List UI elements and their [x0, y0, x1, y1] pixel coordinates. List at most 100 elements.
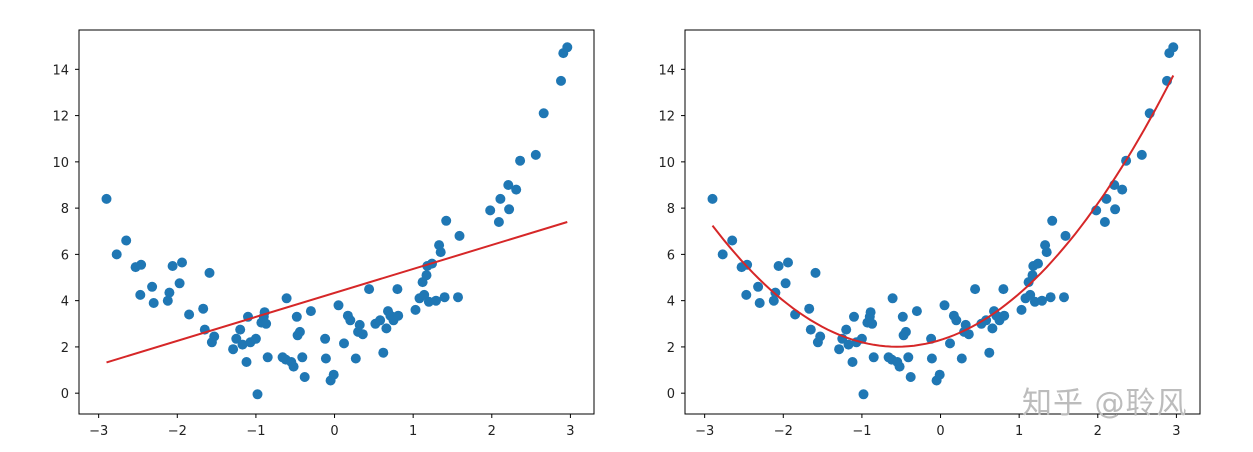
scatter-point [204, 267, 215, 278]
scatter-point [198, 303, 209, 314]
x-tick-label: −3 [89, 424, 108, 439]
scatter-point [970, 284, 981, 295]
scatter-point [148, 298, 159, 308]
y-tick-label: 8 [667, 202, 675, 217]
x-tick-label: −1 [852, 424, 871, 439]
scatter-point [320, 333, 331, 344]
scatter-point [111, 249, 122, 260]
scatter-point [511, 184, 522, 195]
y-tick-label: 4 [667, 295, 675, 310]
scatter-point [375, 315, 386, 326]
scatter-point [121, 235, 132, 246]
scatter-point [1033, 258, 1043, 269]
scatter-point [294, 326, 305, 337]
scatter-point [707, 193, 718, 204]
scatter-point [350, 353, 361, 364]
scatter-point [773, 261, 784, 271]
scatter-point [328, 369, 339, 380]
scatter-point [900, 326, 911, 337]
scatter-point [841, 324, 852, 335]
scatter-point [435, 247, 446, 258]
scatter-point [101, 193, 112, 204]
scatter-point [887, 293, 898, 304]
scatter-point [999, 310, 1010, 321]
scatter-point [1047, 215, 1058, 226]
scatter-point [868, 352, 879, 363]
scatter-point [1045, 292, 1056, 303]
y-tick-label: 12 [658, 110, 675, 125]
scatter-point [164, 287, 175, 298]
scatter-point [237, 339, 248, 350]
scatter-point [834, 344, 845, 355]
scatter-point [1117, 184, 1128, 195]
scatter-point [780, 278, 791, 289]
scatter-point [945, 338, 955, 349]
scatter-point [209, 331, 220, 342]
scatter-point [1037, 295, 1047, 306]
plot-frame [78, 29, 595, 415]
scatter-point [984, 347, 995, 358]
scatter-point [162, 295, 173, 306]
y-tick-label: 0 [61, 387, 69, 402]
x-tick-label: 3 [566, 424, 574, 439]
scatter-point [297, 352, 308, 363]
scatter-point [364, 284, 375, 295]
scatter-point [897, 311, 908, 322]
x-tick-label: −2 [168, 424, 187, 439]
scatter-point [250, 333, 261, 344]
x-tick-label: 1 [409, 424, 417, 439]
scatter-point [357, 329, 368, 340]
scatter-point [485, 205, 496, 216]
x-tick-label: −1 [246, 424, 265, 439]
scatter-point [320, 353, 331, 364]
scatter-point [167, 261, 178, 271]
scatter-point [754, 298, 765, 308]
scatter-point [235, 324, 246, 335]
scatter-point [228, 344, 239, 355]
scatter-point [858, 389, 869, 400]
scatter-point [345, 315, 356, 326]
y-tick-label: 10 [52, 156, 69, 171]
scatter-point [291, 311, 302, 322]
scatter-point [727, 235, 738, 246]
scatter-point [305, 306, 316, 317]
scatter-point [804, 303, 815, 314]
scatter-point [1110, 204, 1121, 215]
scatter-point [288, 361, 299, 372]
scatter-point [1060, 230, 1071, 241]
scatter-point [753, 281, 764, 292]
scatter-point [867, 318, 878, 329]
scatter-point [504, 204, 515, 215]
scatter-point [136, 259, 147, 270]
scatter-point [493, 217, 504, 227]
scatter-point [960, 319, 971, 330]
scatter-point [453, 292, 463, 303]
y-tick-label: 12 [52, 110, 69, 125]
scatter-point [421, 270, 432, 281]
scatter-point [281, 293, 292, 304]
scatter-point [849, 311, 859, 322]
scatter-point [333, 300, 344, 311]
scatter-point [174, 278, 185, 289]
plot-frame [684, 29, 1201, 415]
y-tick-label: 14 [658, 63, 675, 78]
scatter-point [1059, 292, 1069, 303]
scatter-point [865, 307, 876, 318]
scatter-point [252, 389, 263, 400]
scatter-point [515, 155, 526, 166]
scatter-point [894, 361, 905, 372]
y-tick-label: 2 [61, 341, 69, 356]
scatter-point [956, 353, 967, 364]
scatter-point [939, 300, 950, 311]
y-tick-label: 2 [667, 341, 675, 356]
scatter-point [135, 289, 146, 300]
scatter-point [815, 331, 826, 342]
scatter-point [903, 352, 914, 363]
scatter-point [392, 284, 403, 295]
scatter-point [410, 304, 421, 315]
x-tick-label: 0 [330, 424, 338, 439]
watermark-text: 知乎 @聆风 [1022, 386, 1188, 421]
scatter-point [1168, 42, 1179, 53]
